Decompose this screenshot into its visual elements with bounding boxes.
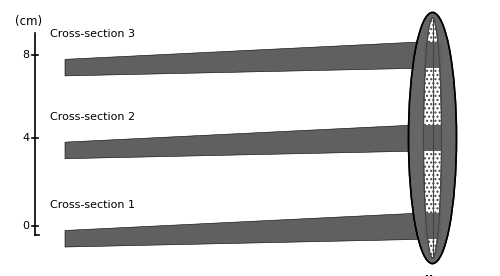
Polygon shape [424, 42, 442, 68]
Text: Cross-section 3: Cross-section 3 [50, 29, 135, 39]
Polygon shape [424, 125, 442, 151]
Text: Radiator: Radiator [402, 275, 462, 276]
Text: (cm): (cm) [15, 15, 42, 28]
Text: Cross-section 1: Cross-section 1 [50, 200, 135, 210]
Text: 8: 8 [22, 50, 30, 60]
Polygon shape [65, 42, 418, 76]
Ellipse shape [424, 18, 442, 258]
Text: 0: 0 [22, 221, 30, 231]
Ellipse shape [408, 12, 457, 264]
Text: Cross-section 2: Cross-section 2 [50, 112, 135, 122]
Polygon shape [424, 213, 442, 239]
Polygon shape [65, 125, 418, 159]
Text: 4: 4 [22, 133, 30, 143]
Polygon shape [65, 213, 418, 247]
